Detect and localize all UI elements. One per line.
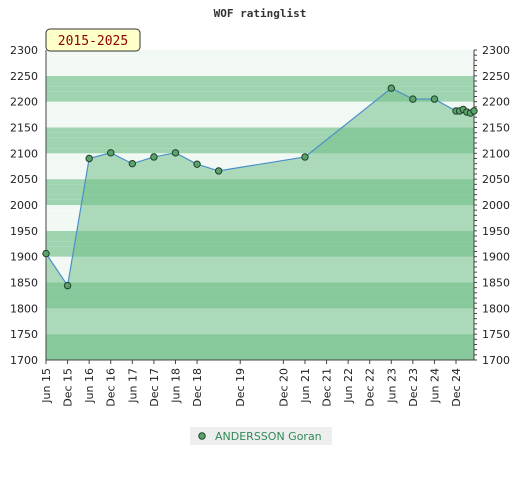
y-tick-label-right: 2250 [482, 70, 510, 83]
x-tick-label: Dec 19 [234, 368, 247, 407]
x-tick-label: Jun 16 [83, 368, 96, 404]
grid-band [46, 153, 474, 159]
data-point [171, 149, 180, 157]
y-tick-label-right: 2150 [482, 122, 510, 135]
grid-band [46, 55, 474, 61]
data-points [42, 84, 478, 290]
x-axis: Jun 15 Dec 15 Jun 16 Dec 16 Jun 17 Dec 17 Jun … [40, 359, 474, 407]
grid-band [46, 101, 474, 107]
period-badge: 2015-2025 [45, 28, 141, 52]
x-tick-label: Dec 16 [105, 368, 118, 407]
grid-band [46, 70, 474, 76]
x-tick-label: Dec 22 [364, 368, 377, 407]
x-tick-label: Dec 21 [321, 368, 334, 407]
grid-band [46, 148, 474, 154]
x-tick-label: Dec 17 [148, 368, 161, 407]
data-point [214, 167, 223, 175]
x-tick-label: Jun 21 [299, 368, 312, 404]
y-tick-label-left: 2050 [10, 173, 38, 186]
data-point [42, 249, 50, 258]
x-tick-label: Dec 15 [62, 368, 75, 407]
grid-band [46, 112, 474, 118]
y-tick-label-left: 1700 [10, 354, 38, 367]
y-tick-label-left: 2100 [10, 147, 38, 160]
y-tick-label-left: 1950 [10, 225, 38, 238]
y-tick-label-left: 1750 [10, 328, 38, 341]
data-point [430, 95, 439, 103]
y-tick-label-right: 1950 [482, 225, 510, 238]
x-tick-label: Dec 18 [191, 368, 204, 407]
y-tick-label-right: 2000 [482, 199, 510, 212]
grid-band [46, 60, 474, 66]
y-axis-right: 1700 1750 1800 1850 1900 1950 2000 2050 2100 2150… [473, 44, 510, 367]
grid-band [46, 106, 474, 112]
y-tick-label-left: 2300 [10, 44, 38, 57]
grid-band [46, 91, 474, 97]
grid-band [46, 81, 474, 87]
data-point [85, 154, 93, 163]
y-tick-label-right: 1700 [482, 354, 510, 367]
x-tick-label: Jun 17 [126, 368, 139, 404]
y-tick-label-right: 2200 [482, 96, 510, 109]
legend-marker [198, 432, 206, 440]
chart-title: WOF ratinglist [214, 7, 307, 20]
data-point [150, 153, 158, 161]
period-badge-text: 2015-2025 [58, 34, 128, 49]
x-tick-label: Jun 18 [169, 368, 182, 404]
y-tick-label-left: 1800 [10, 302, 38, 315]
data-point [128, 159, 137, 168]
y-tick-label-left: 2200 [10, 96, 38, 109]
legend: ANDERSSON Goran [190, 427, 332, 445]
y-tick-label-left: 2150 [10, 122, 38, 135]
grid-band [46, 75, 474, 81]
grid-band [46, 158, 474, 164]
x-tick-label: Dec 24 [450, 368, 463, 407]
data-point [193, 160, 201, 168]
grid-band [46, 137, 474, 143]
grid-band [46, 65, 474, 71]
x-tick-label: Dec 20 [277, 368, 290, 407]
y-tick-label-left: 1850 [10, 277, 38, 290]
x-tick-label: Jun 22 [342, 368, 355, 404]
grid-band [46, 50, 474, 56]
y-tick-label-right: 1800 [482, 302, 510, 315]
grid-band [46, 117, 474, 123]
grid-band [46, 127, 474, 133]
data-point [301, 153, 309, 161]
y-tick-label-right: 2050 [482, 173, 510, 186]
x-tick-label: Jun 15 [40, 368, 53, 404]
grid-band [46, 132, 474, 138]
y-axis-left: 1700 1750 1800 1850 1900 1950 2000 2050 2100 2150… [10, 44, 47, 367]
area-fill [46, 88, 474, 360]
data-point [409, 95, 417, 103]
y-tick-label-left: 2000 [10, 199, 38, 212]
grid-band [46, 122, 474, 128]
x-tick-label: Jun 23 [385, 368, 398, 404]
y-tick-label-right: 2300 [482, 44, 510, 57]
y-tick-label-right: 2100 [482, 147, 510, 160]
data-point [63, 281, 72, 290]
y-tick-label-right: 1850 [482, 277, 510, 290]
y-tick-label-left: 2250 [10, 70, 38, 83]
grid-band [46, 143, 474, 149]
data-point [470, 107, 478, 115]
data-point [107, 149, 115, 157]
legend-label: ANDERSSON Goran [215, 430, 322, 443]
x-tick-label: Dec 23 [407, 368, 420, 407]
y-tick-label-left: 1900 [10, 251, 38, 264]
x-tick-label: Jun 24 [428, 368, 441, 404]
grid-band [46, 86, 474, 92]
grid-band [46, 96, 474, 102]
y-tick-label-right: 1900 [482, 251, 510, 264]
y-tick-label-right: 1750 [482, 328, 510, 341]
data-point [387, 84, 395, 92]
